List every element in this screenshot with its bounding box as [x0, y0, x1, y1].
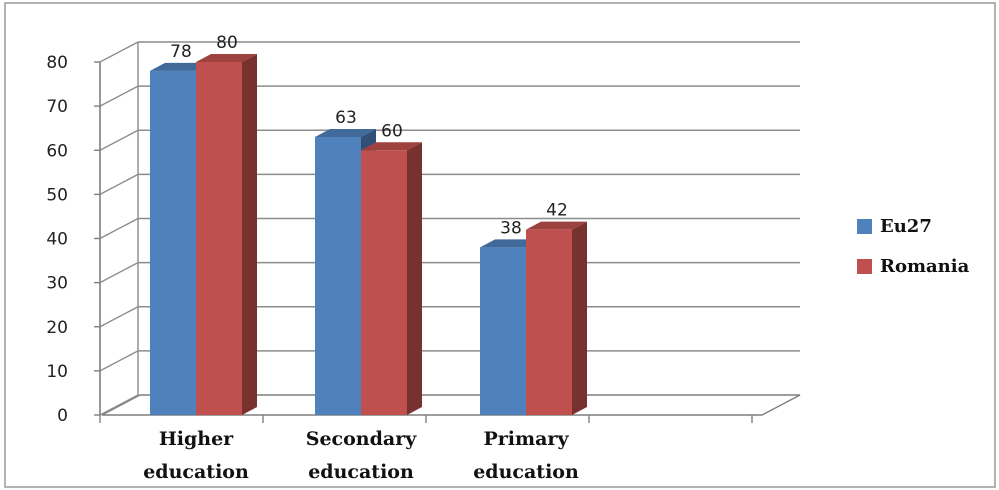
bars [150, 54, 587, 415]
bar-front [361, 150, 407, 415]
legend-label: Romania [880, 256, 970, 277]
gridline-side [99, 262, 139, 284]
category-label-line: education [308, 461, 414, 483]
data-label: 42 [546, 201, 568, 221]
bar-front [526, 229, 572, 415]
bar-top [361, 142, 422, 151]
bar-top [196, 54, 257, 62]
category-label-line: education [143, 461, 249, 483]
data-label: 63 [335, 108, 357, 128]
bar-top [315, 129, 376, 138]
category-label: Higher education [143, 428, 249, 483]
gridline-side [99, 85, 139, 107]
y-tick-label: 30 [46, 274, 68, 294]
data-label: 60 [381, 121, 403, 141]
legend: Eu27 Romania [857, 216, 970, 277]
data-label: 38 [500, 218, 522, 238]
bar-romania-1 [361, 142, 422, 415]
data-labels: 78 80 63 60 38 42 [170, 33, 568, 238]
y-tick-label: 70 [46, 97, 68, 117]
bar-romania-0 [196, 54, 257, 415]
category-label-line: Secondary [306, 428, 417, 450]
data-label: 78 [170, 42, 192, 62]
y-tick-label: 80 [46, 53, 68, 73]
y-tick-label: 20 [46, 318, 68, 338]
bar-front [196, 62, 242, 415]
gridline-side [99, 217, 139, 240]
gridline-side [99, 306, 139, 328]
bar-side [242, 54, 257, 415]
category-label-line: education [473, 461, 579, 483]
bar-side [572, 221, 587, 415]
legend-swatch [857, 219, 872, 234]
category-label: Secondary education [306, 428, 417, 483]
axes: 0 10 20 30 40 50 60 70 80 [46, 53, 753, 426]
gridline-side [99, 173, 139, 195]
y-tick-label: 50 [46, 185, 68, 205]
gridline-side [99, 394, 139, 416]
legend-swatch [857, 259, 872, 274]
category-label: Primary education [473, 428, 579, 483]
category-label-line: Higher [159, 428, 234, 450]
y-tick-label: 40 [46, 230, 68, 250]
bar-front [150, 70, 196, 415]
gridline-side [99, 41, 139, 63]
bar-top [150, 62, 211, 71]
y-tick-label: 0 [57, 406, 68, 426]
bar-top [480, 239, 541, 248]
y-tick-label: 60 [46, 141, 68, 161]
gridline-side [99, 350, 139, 372]
bar-front [315, 137, 361, 415]
y-tick-label: 10 [46, 362, 68, 382]
bar-romania-2 [526, 221, 587, 415]
bar-front [480, 247, 526, 415]
legend-label: Eu27 [880, 216, 932, 237]
bar-top [526, 221, 587, 230]
gridline-side [99, 129, 139, 151]
data-label: 80 [216, 33, 238, 53]
category-label-line: Primary [484, 428, 570, 450]
bar-side [407, 142, 422, 415]
